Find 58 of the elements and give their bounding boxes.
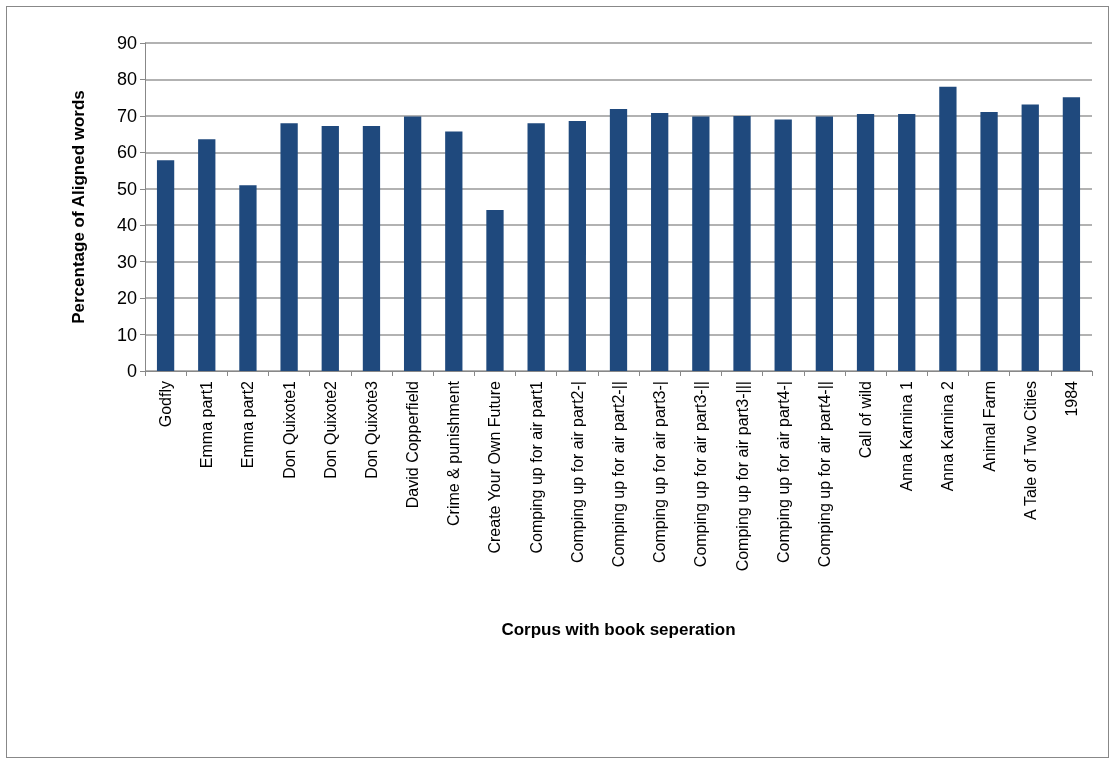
x-axis-title: Corpus with book seperation [501, 620, 736, 639]
bar [774, 119, 792, 371]
bar [198, 139, 216, 371]
bar [609, 108, 628, 371]
bar [568, 120, 586, 371]
y-tick-label: 60 [116, 142, 137, 163]
x-tick-label: Godfly [157, 381, 175, 428]
bar [733, 115, 751, 371]
y-tick-label: 70 [116, 105, 137, 126]
bar [1021, 104, 1039, 371]
x-tick-label: Crime & punishment [445, 380, 463, 526]
x-tick-label: Don Quixote3 [362, 380, 380, 479]
bar [980, 111, 998, 371]
x-tick-label: Comping up for air part2-| [568, 381, 586, 564]
bar [239, 185, 257, 371]
bar [321, 126, 339, 371]
y-tick-label: 80 [116, 69, 137, 90]
x-tick-label: Comping up for air part3-|| [692, 381, 710, 568]
x-tick-label: Anna Karnina 1 [898, 380, 916, 492]
y-tick-label: 0 [126, 361, 137, 381]
x-tick-label: Comping up for air part4-| [774, 381, 792, 564]
bar [1062, 97, 1081, 371]
x-tick-label: A Tale of Two Cities [1021, 381, 1039, 521]
x-tick-label: David Copperfield [404, 381, 422, 509]
x-tick-label: Emma part2 [239, 380, 257, 469]
x-tick-label: 1984 [1062, 380, 1080, 417]
x-tick-label: Animal Farm [980, 381, 998, 472]
x-tick-label: Don Quixote1 [280, 380, 298, 479]
y-tick-label: 10 [116, 324, 137, 345]
bar [445, 131, 463, 371]
x-tick-label: Comping up for air part3-||| [733, 381, 751, 572]
x-tick-label: Anna Karnina 2 [939, 380, 957, 492]
bar [527, 123, 545, 371]
x-tick-label: Don Quixote2 [321, 380, 339, 479]
x-tick-label: Comping up for air part3-| [651, 381, 669, 564]
bar [156, 160, 175, 371]
x-tick-label: Call of wild [857, 381, 875, 459]
x-tick-label: Comping up for air part1 [527, 380, 545, 554]
x-tick-label: Create Your Own Future [486, 380, 504, 554]
x-tick-label: Emma part1 [198, 380, 216, 469]
bar [692, 116, 710, 371]
bar [280, 123, 298, 371]
x-tick-label: Comping up for air part4-|| [815, 381, 833, 568]
bar [815, 116, 834, 371]
bar [856, 114, 875, 371]
y-axis-title: Percentage of Aligned words [69, 90, 88, 324]
bar [651, 112, 669, 371]
bar [939, 86, 957, 371]
x-tick-label: Comping up for air part2-|| [610, 381, 627, 568]
bar [486, 209, 504, 371]
bar [898, 114, 916, 371]
bar [403, 116, 422, 371]
y-tick-label: 50 [116, 178, 137, 199]
y-tick-label: 40 [116, 215, 137, 236]
y-tick-label: 20 [116, 288, 137, 309]
y-tick-label: 90 [116, 33, 137, 53]
y-tick-label: 30 [116, 251, 137, 272]
bar [362, 126, 381, 371]
